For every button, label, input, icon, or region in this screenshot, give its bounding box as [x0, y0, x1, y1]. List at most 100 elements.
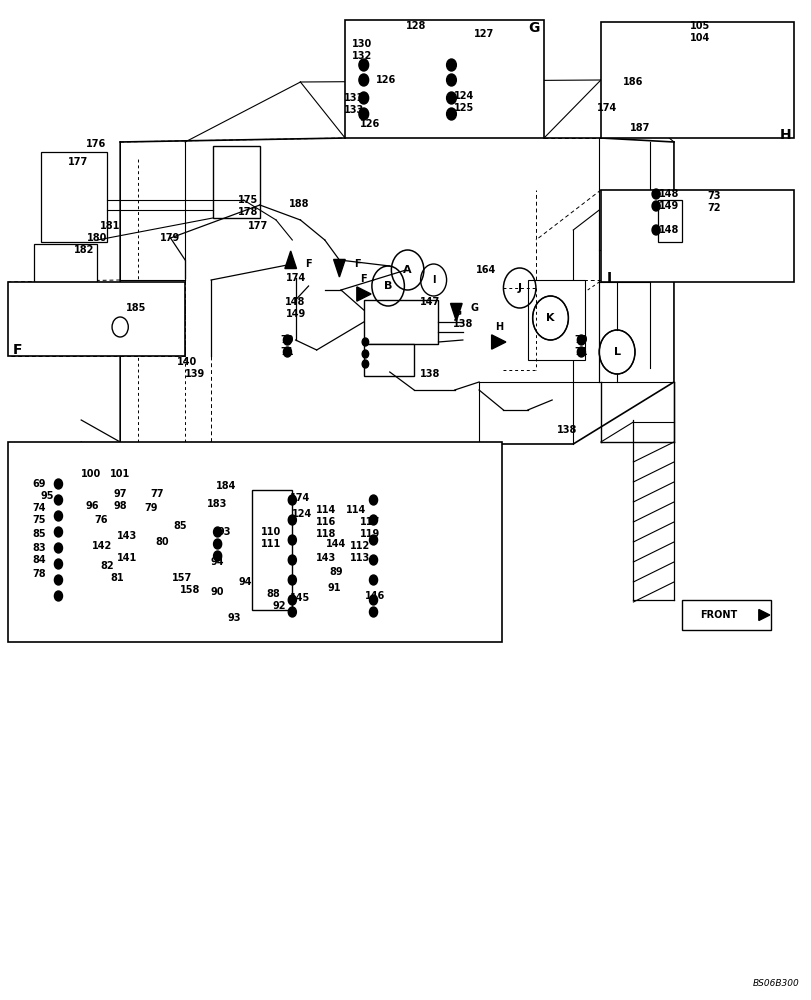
Text: J: J [517, 283, 521, 293]
Circle shape [288, 575, 296, 585]
Circle shape [446, 74, 456, 86]
Circle shape [651, 225, 659, 235]
Circle shape [288, 515, 296, 525]
Text: 88: 88 [266, 589, 279, 599]
Circle shape [288, 555, 296, 565]
Text: 138: 138 [419, 369, 440, 379]
Text: 95: 95 [41, 491, 54, 501]
Text: 174: 174 [597, 103, 616, 113]
Bar [681, 600, 770, 630]
Circle shape [288, 595, 296, 605]
Text: 104: 104 [689, 33, 709, 43]
Circle shape [369, 607, 377, 617]
Text: 144: 144 [326, 539, 345, 549]
Text: 133: 133 [344, 105, 363, 115]
Circle shape [369, 595, 377, 605]
Text: 75: 75 [32, 515, 45, 525]
Text: 84: 84 [32, 555, 45, 565]
Bar [8, 442, 501, 642]
Circle shape [446, 92, 456, 104]
Circle shape [213, 551, 221, 561]
Circle shape [358, 108, 368, 120]
Bar [41, 152, 107, 242]
Circle shape [358, 74, 368, 86]
Circle shape [54, 527, 62, 537]
Text: 143: 143 [117, 531, 136, 541]
Text: 85: 85 [32, 529, 45, 539]
Text: 74: 74 [32, 503, 45, 513]
Circle shape [577, 347, 585, 357]
Circle shape [651, 201, 659, 211]
Text: 85: 85 [174, 521, 187, 531]
Text: 93: 93 [227, 613, 240, 623]
Circle shape [358, 59, 368, 71]
Text: 125: 125 [454, 103, 474, 113]
Text: 131: 131 [344, 93, 363, 103]
Text: 110: 110 [261, 527, 281, 537]
Text: 111: 111 [261, 539, 281, 549]
Polygon shape [356, 287, 371, 301]
Text: 90: 90 [211, 587, 224, 597]
Text: 124: 124 [454, 91, 474, 101]
Text: F: F [305, 259, 311, 269]
Text: 132: 132 [352, 51, 371, 61]
Text: 77: 77 [151, 489, 164, 499]
Text: H: H [495, 322, 503, 332]
Circle shape [369, 575, 377, 585]
Circle shape [369, 495, 377, 505]
Text: 138: 138 [452, 319, 473, 329]
Text: 178: 178 [238, 207, 259, 217]
Text: 127: 127 [474, 29, 493, 39]
Text: 145: 145 [290, 593, 310, 603]
Text: 175: 175 [238, 195, 258, 205]
Text: 147: 147 [420, 297, 440, 307]
Circle shape [362, 350, 368, 358]
Polygon shape [450, 303, 461, 321]
Text: L: L [613, 347, 620, 357]
Polygon shape [491, 335, 505, 349]
Text: 91: 91 [328, 583, 341, 593]
Text: 182: 182 [74, 245, 95, 255]
Text: 71: 71 [574, 347, 587, 357]
Text: 174: 174 [285, 273, 305, 283]
Text: 117: 117 [360, 517, 380, 527]
Text: 105: 105 [689, 21, 709, 31]
Text: 69: 69 [32, 479, 45, 489]
Text: G: G [470, 303, 478, 313]
Text: 98: 98 [114, 501, 127, 511]
Text: 70: 70 [281, 335, 294, 345]
Text: 181: 181 [100, 221, 121, 231]
Polygon shape [333, 259, 345, 277]
Text: I: I [431, 275, 435, 285]
Text: 100: 100 [81, 469, 101, 479]
Text: G: G [528, 21, 539, 35]
Text: 70: 70 [574, 335, 587, 345]
Text: 185: 185 [126, 303, 147, 313]
Text: 143: 143 [316, 553, 336, 563]
Bar [165, 478, 198, 526]
Text: I: I [606, 271, 611, 285]
Circle shape [369, 535, 377, 545]
Text: 174: 174 [290, 493, 310, 503]
Text: G: G [453, 307, 461, 317]
Text: 148: 148 [658, 189, 679, 199]
Text: 76: 76 [94, 515, 107, 525]
Bar [363, 344, 414, 376]
Text: 97: 97 [114, 489, 127, 499]
Text: 187: 187 [629, 123, 650, 133]
Circle shape [446, 108, 456, 120]
Text: 188: 188 [288, 199, 309, 209]
Text: 118: 118 [315, 529, 337, 539]
Circle shape [288, 495, 296, 505]
Circle shape [369, 555, 377, 565]
Text: 176: 176 [86, 139, 105, 149]
Text: 126: 126 [360, 119, 380, 129]
Text: 92: 92 [272, 601, 285, 611]
Text: 158: 158 [179, 585, 200, 595]
Text: 116: 116 [316, 517, 336, 527]
Text: 78: 78 [32, 569, 45, 579]
Circle shape [362, 360, 368, 368]
Text: F: F [13, 343, 23, 357]
Text: 140: 140 [177, 357, 196, 367]
Text: 183: 183 [207, 499, 228, 509]
